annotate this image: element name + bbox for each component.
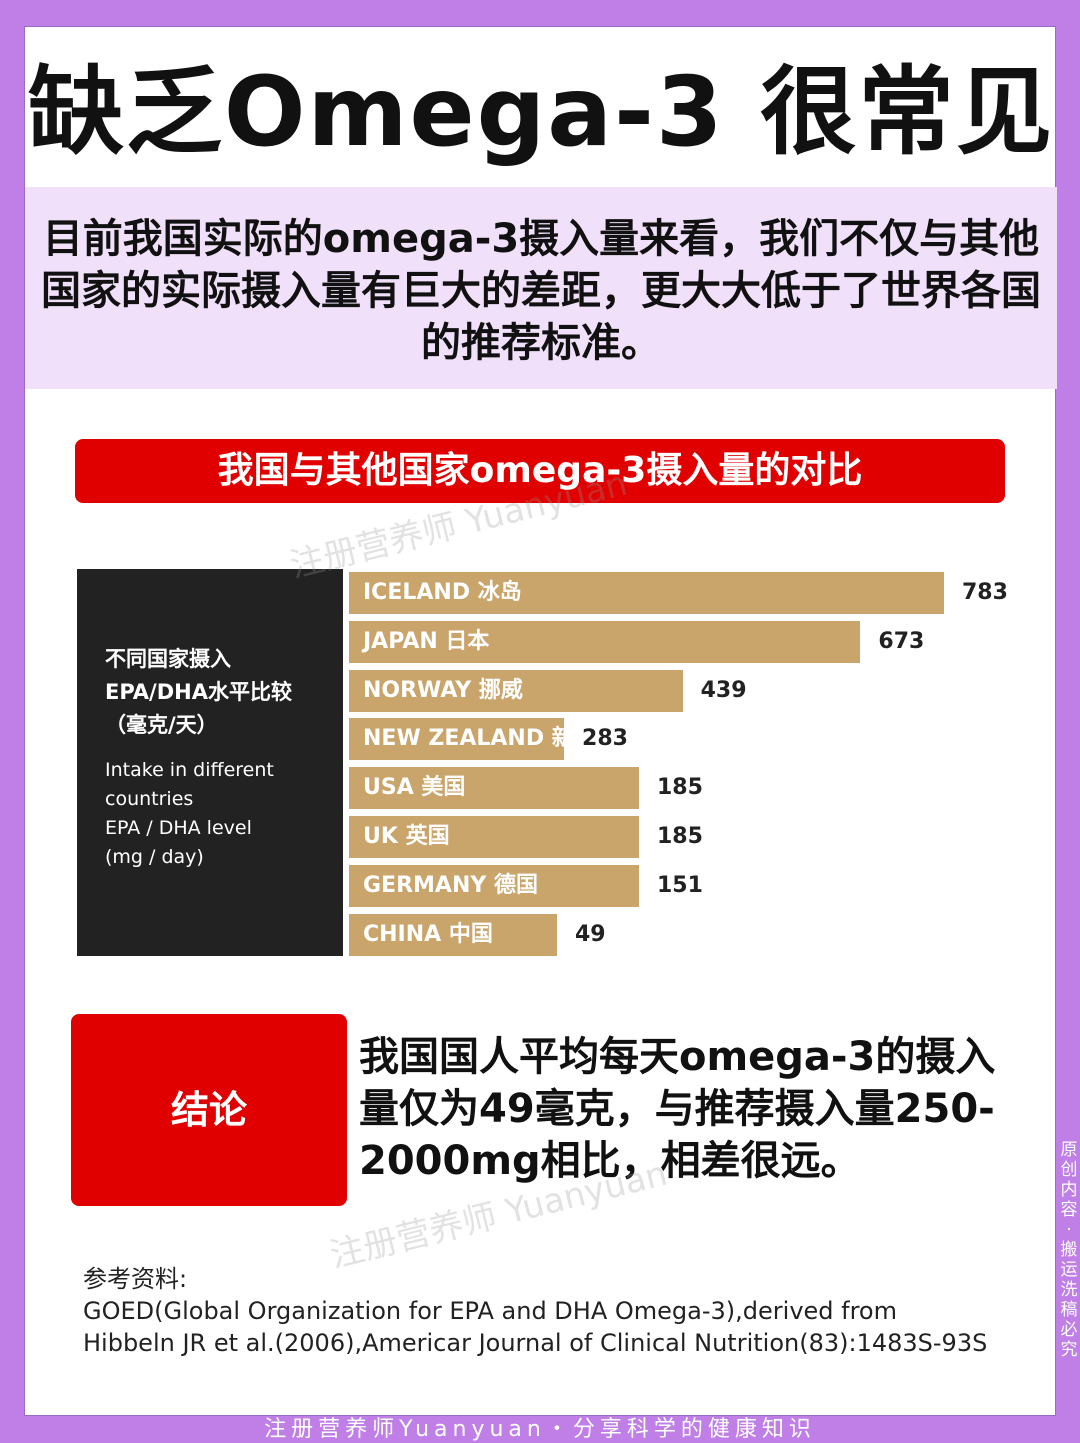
chart-bar: CHINA 中国 xyxy=(349,913,557,956)
references-line: Hibbeln JR et al.(2006),Americar Journal… xyxy=(83,1329,988,1357)
page-title: 缺乏Omega-3 很常见 xyxy=(27,56,1055,168)
chart-title-en-line: countries xyxy=(105,788,194,810)
chart-bar-value: 185 xyxy=(657,775,703,801)
chart-title-zh-line: 不同国家摄入 xyxy=(105,647,231,671)
chart-title-panel: 不同国家摄入 EPA/DHA水平比较 （毫克/天） Intake in diff… xyxy=(77,569,343,956)
chart-bar-value: 49 xyxy=(575,921,606,947)
intake-bar-chart: 不同国家摄入 EPA/DHA水平比较 （毫克/天） Intake in diff… xyxy=(77,569,1008,956)
chart-title-zh-line: EPA/DHA水平比较 xyxy=(105,680,292,704)
content-card: 缺乏Omega-3 很常见 目前我国实际的omega-3摄入量来看，我们不仅与其… xyxy=(24,26,1057,1416)
conclusion-text: 我国国人平均每天omega-3的摄入量仅为49毫克，与推荐摄入量250-2000… xyxy=(359,1034,996,1184)
intro-text: 目前我国实际的omega-3摄入量来看，我们不仅与其他国家的实际摄入量有巨大的差… xyxy=(25,187,1057,389)
chart-bar: NORWAY 挪威 xyxy=(349,669,683,712)
conclusion-label: 结论 xyxy=(71,1014,347,1206)
chart-title-en: Intake in different countries EPA / DHA … xyxy=(105,756,343,872)
chart-title-zh-line: （毫克/天） xyxy=(105,713,218,737)
chart-title-en-line: Intake in different xyxy=(105,759,274,781)
chart-title-zh: 不同国家摄入 EPA/DHA水平比较 （毫克/天） xyxy=(105,643,343,742)
chart-bar-value: 783 xyxy=(962,580,1008,605)
chart-title-en-line: EPA / DHA level xyxy=(105,817,252,839)
chart-bar: ICELAND 冰岛 xyxy=(349,572,944,614)
chart-bar-value: 439 xyxy=(700,677,747,703)
chart-bar: NEW ZEALAND 新西兰 xyxy=(349,718,618,761)
chart-bar: USA 美国 xyxy=(349,767,639,810)
chart-bar: UK 英国 xyxy=(349,816,639,858)
footer-text: 注册营养师Yuanyuan・分享科学的健康知识 xyxy=(264,1417,816,1442)
section-banner: 我国与其他国家omega-3摄入量的对比 xyxy=(75,439,1005,503)
chart-title-en-line: (mg / day) xyxy=(105,846,204,868)
side-note: 原创内容·搬运洗稿必究 xyxy=(1060,1140,1078,1360)
chart-bar-value: 283 xyxy=(582,726,628,752)
chart-bar: JAPAN 日本 xyxy=(349,620,861,663)
references-line: GOED(Global Organization for EPA and DHA… xyxy=(83,1297,897,1325)
chart-bar-value: 673 xyxy=(878,628,925,654)
references-heading: 参考资料: xyxy=(83,1265,188,1293)
chart-bar: GERMANY 德国 xyxy=(349,864,639,907)
references: 参考资料: GOED(Global Organization for EPA a… xyxy=(83,1263,1043,1359)
chart-bar-value: 151 xyxy=(657,872,703,898)
chart-bar-value: 185 xyxy=(657,824,703,849)
